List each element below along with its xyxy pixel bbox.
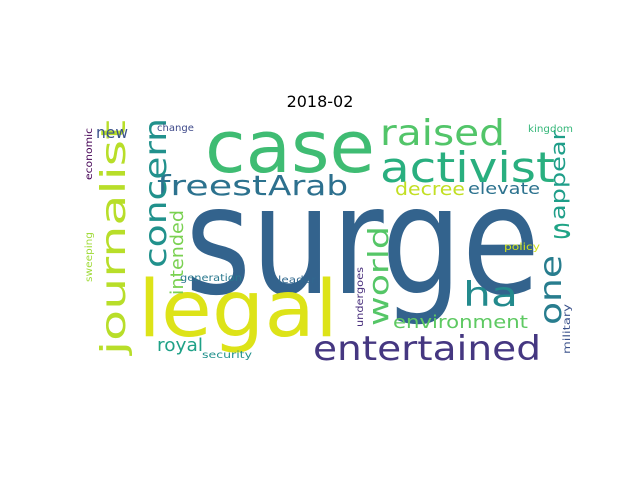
word-raised: raised (380, 113, 505, 154)
word-entertained: entertained (313, 329, 541, 369)
chart-title: 2018-02 (286, 92, 354, 111)
word-policy: policy (504, 242, 540, 253)
word-leader: leader (278, 275, 317, 286)
word-case: case (205, 105, 375, 189)
word-ha: ha (463, 275, 518, 315)
word-concern: concern (139, 118, 174, 268)
word-intended: intended (167, 210, 188, 295)
word-world: world (362, 226, 395, 326)
word-arab: Arab (268, 169, 348, 202)
word-military: military (562, 304, 573, 354)
word-appear: appear (546, 129, 570, 220)
word-security: security (202, 350, 252, 361)
word-generation: generation (180, 273, 242, 284)
word-elevate: elevate (468, 179, 540, 198)
word-undergoes: undergoes (355, 267, 366, 327)
word-journalist: journalist (94, 120, 134, 356)
word-sweeping: sweeping (84, 232, 95, 282)
word-new: new (96, 123, 128, 142)
word-surge: surge (185, 155, 540, 329)
word-kingdom: kingdom (528, 124, 573, 135)
word-economic: economic (84, 128, 95, 180)
word-freest: freest (157, 169, 267, 202)
word-royal: royal (157, 335, 203, 356)
word-change: change (157, 123, 194, 134)
word-activist: activist (380, 143, 555, 192)
word-environment: environment (393, 312, 528, 333)
word-s: s (552, 215, 572, 245)
word-one: one (534, 255, 569, 325)
word-legal: legal (138, 265, 338, 355)
word-decree: decree (395, 179, 465, 200)
